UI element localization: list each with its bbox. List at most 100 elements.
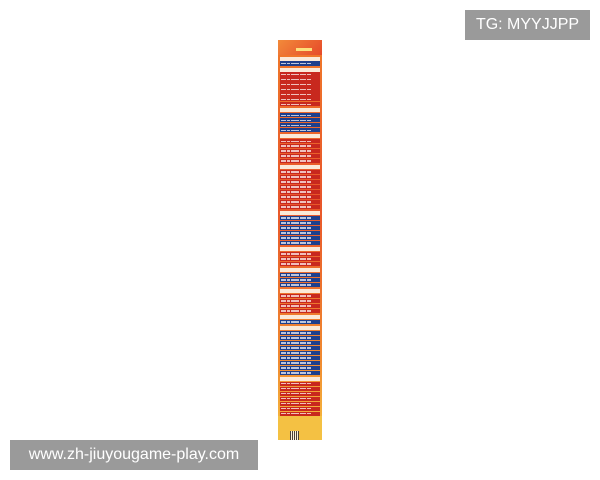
row-text (291, 371, 299, 374)
match-row (280, 220, 320, 226)
row-text (291, 181, 299, 183)
row-text (287, 145, 290, 148)
row-text (287, 83, 290, 86)
row-text (307, 124, 311, 127)
row-text (287, 392, 290, 395)
row-text (300, 176, 306, 178)
row-text (281, 321, 286, 323)
row-text (307, 300, 311, 302)
match-row (280, 340, 320, 345)
row-text (291, 366, 299, 369)
schedule-poster-image (278, 40, 322, 440)
row-text (291, 227, 299, 229)
match-row (280, 175, 320, 180)
row-text (281, 145, 286, 148)
row-text (291, 402, 299, 405)
row-text (307, 321, 311, 323)
row-text (307, 217, 311, 219)
row-text (307, 160, 311, 163)
watermark-tg: TG: MYYJJPP (465, 10, 590, 40)
row-text (281, 263, 286, 265)
row-text (307, 397, 311, 400)
row-text (287, 155, 290, 158)
row-text (291, 295, 299, 297)
row-text (281, 155, 286, 158)
section-header (280, 247, 320, 252)
row-text (281, 237, 286, 239)
row-text (291, 332, 299, 334)
match-row (280, 180, 320, 185)
row-text (300, 155, 306, 158)
poster-match-list (278, 55, 322, 416)
match-row (280, 195, 320, 200)
row-text (281, 191, 286, 193)
match-row (280, 370, 320, 375)
row-text (281, 73, 286, 76)
row-text (307, 232, 311, 234)
row-text (287, 332, 290, 334)
row-text (281, 279, 286, 281)
match-row (280, 330, 320, 335)
row-text (300, 258, 306, 260)
row-text (287, 407, 290, 410)
row-text (291, 191, 299, 193)
row-text (287, 284, 290, 286)
row-text (287, 78, 290, 81)
row-text (307, 119, 311, 122)
row-text (291, 300, 299, 302)
match-row (280, 303, 320, 308)
row-text (281, 253, 286, 255)
row-text (281, 310, 286, 312)
row-text (291, 305, 299, 307)
row-text (291, 321, 299, 323)
row-text (291, 196, 299, 198)
row-text (281, 397, 286, 400)
row-text (287, 176, 290, 178)
row-text (291, 186, 299, 188)
match-row (280, 185, 320, 190)
row-text (287, 237, 290, 239)
row-text (287, 305, 290, 307)
row-text (300, 171, 306, 174)
match-row (280, 225, 320, 231)
row-text (281, 412, 286, 415)
row-text (300, 412, 306, 415)
row-text (300, 140, 306, 143)
row-text (291, 387, 299, 390)
row-text (307, 78, 311, 81)
row-text (300, 222, 306, 224)
row-text (287, 356, 290, 359)
row-text (307, 263, 311, 265)
row-text (281, 103, 286, 106)
row-text (300, 342, 306, 344)
row-text (291, 237, 299, 239)
row-text (300, 78, 306, 81)
match-row (280, 205, 320, 210)
row-text (287, 242, 290, 244)
row-text (291, 114, 299, 117)
match-row (280, 216, 320, 221)
row-text (281, 242, 286, 244)
row-text (287, 310, 290, 312)
row-text (307, 98, 311, 101)
match-row (280, 365, 320, 370)
row-text (291, 217, 299, 219)
row-text (281, 356, 286, 359)
row-text (287, 337, 290, 339)
match-row (280, 381, 320, 386)
row-text (287, 171, 290, 174)
match-row (280, 293, 320, 298)
row-text (287, 114, 290, 117)
row-text (287, 88, 290, 91)
row-text (307, 392, 311, 395)
match-row (280, 282, 320, 288)
row-text (307, 145, 311, 148)
row-text (307, 346, 311, 349)
row-text (300, 93, 306, 96)
row-text (281, 351, 286, 354)
row-text (287, 191, 290, 193)
row-text (300, 73, 306, 76)
row-text (307, 93, 311, 96)
row-text (281, 176, 286, 178)
row-text (291, 407, 299, 410)
